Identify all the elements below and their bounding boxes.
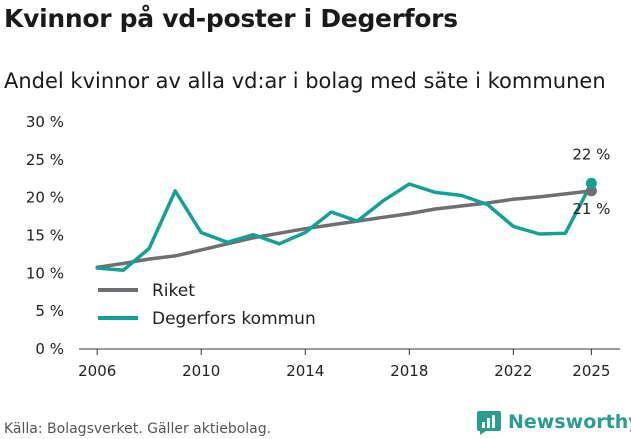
end-label-degerfors: 22 % (572, 145, 610, 163)
end-point-degerfors (585, 177, 597, 189)
y-tick-label: 10 % (26, 264, 64, 282)
series-line-riket (95, 189, 594, 270)
x-tick-label: 2006 (78, 362, 116, 380)
x-tick-label: 2010 (182, 362, 220, 380)
end-label-riket: 21 % (572, 200, 610, 218)
y-tick-label: 0 % (35, 340, 64, 358)
y-tick-label: 5 % (35, 302, 64, 320)
source-note: Källa: Bolagsverket. Gäller aktiebolag. (4, 421, 272, 437)
x-tick-label: 2018 (390, 362, 428, 380)
brand-name: Newsworthy (508, 411, 631, 433)
legend-label-degerfors: Degerfors kommun (152, 309, 316, 329)
y-tick-label: 15 % (26, 227, 64, 245)
chart-subtitle: Andel kvinnor av alla vd:ar i bolag med … (4, 69, 606, 93)
end-point-riket (585, 185, 597, 197)
newsworthy-logo-icon (477, 411, 501, 435)
x-tick-label: 2022 (494, 362, 532, 380)
x-tick-label: 2025 (572, 362, 610, 380)
legend-label-riket: Riket (152, 281, 195, 301)
y-tick-label: 20 % (26, 189, 64, 207)
chart-title: Kvinnor på vd-poster i Degerfors (4, 4, 458, 33)
x-tick-label: 2014 (286, 362, 324, 380)
series-line-degerfors (95, 181, 594, 273)
y-tick-label: 25 % (26, 151, 64, 169)
y-tick-label: 30 % (26, 113, 64, 131)
newsworthy-logo: Newsworthy (476, 409, 631, 435)
